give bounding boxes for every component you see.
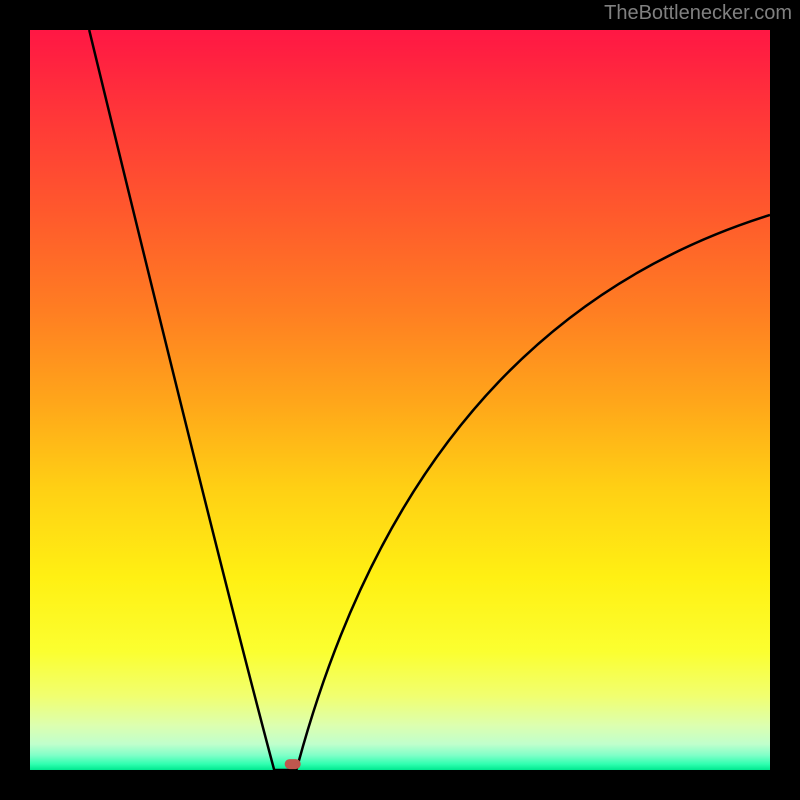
watermark-text: TheBottlenecker.com	[604, 2, 792, 25]
chart-svg	[0, 0, 800, 800]
plot-area	[30, 30, 770, 770]
chart-root: TheBottlenecker.com	[0, 0, 800, 800]
optimal-point-marker	[285, 759, 301, 769]
